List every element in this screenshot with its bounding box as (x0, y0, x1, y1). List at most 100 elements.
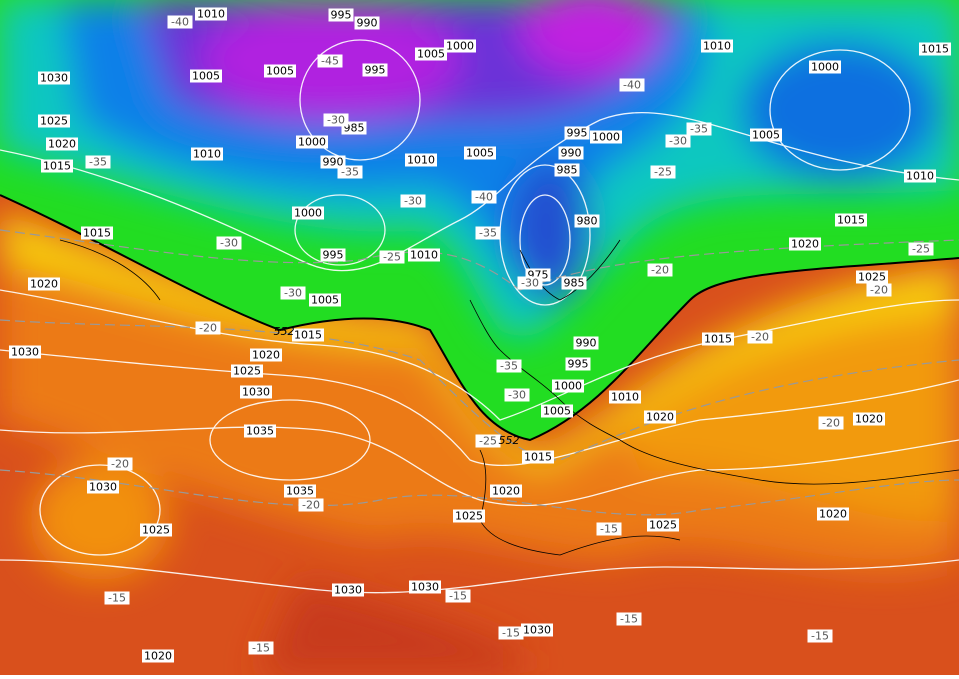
pressure-label-box (292, 328, 324, 342)
pressure-label: 1020 (855, 413, 883, 426)
temperature-label-box (445, 589, 471, 603)
thickness-label: 552 (499, 434, 520, 447)
pressure-label: 1015 (704, 333, 732, 346)
pressure-label-box (856, 270, 888, 284)
temperature-label-box (650, 165, 676, 179)
pressure-label-box (574, 214, 600, 228)
pressure-label-box (292, 206, 324, 220)
temperature-label-box (498, 626, 524, 640)
temperature-label: -15 (620, 613, 638, 626)
pressure-label-box (231, 364, 263, 378)
pressure-label: 1000 (554, 380, 582, 393)
pressure-label: 1020 (646, 411, 674, 424)
pressure-label: 1005 (543, 405, 571, 418)
temperature-label: -20 (651, 264, 669, 277)
pressure-label-box (408, 248, 440, 262)
temperature-label: -25 (654, 166, 672, 179)
pressure-label-box (904, 169, 936, 183)
pressure-label: 1030 (11, 346, 39, 359)
pressure-label-box (284, 484, 316, 498)
pressure-label: 1020 (144, 650, 172, 663)
temperature-label-box (337, 165, 363, 179)
pressure-label: 1030 (523, 624, 551, 637)
temperature-label: -15 (600, 523, 618, 536)
temperature-label: -15 (108, 592, 126, 605)
pressure-label-box (41, 159, 73, 173)
pressure-label: 1015 (524, 451, 552, 464)
temperature-label-box (400, 194, 426, 208)
thickness-label: 552 (274, 325, 295, 338)
pressure-label: 1015 (83, 227, 111, 240)
pressure-label: 1020 (252, 349, 280, 362)
temperature-label-box (807, 629, 833, 643)
temperature-label: -35 (500, 360, 518, 373)
temperature-label-box (167, 15, 193, 29)
pressure-label-box (81, 226, 113, 240)
temperature-label: -30 (508, 389, 526, 402)
pressure-label: 980 (577, 215, 598, 228)
temperature-label: -45 (321, 55, 339, 68)
pressure-label-box (789, 237, 821, 251)
temperature-label: -30 (521, 277, 539, 290)
temperature-label-box (104, 591, 130, 605)
pressure-label-box (573, 336, 599, 350)
pressure-label: 1000 (592, 131, 620, 144)
temperature-label: -35 (341, 166, 359, 179)
pressure-label-box (444, 39, 476, 53)
pressure-label: 1035 (246, 425, 274, 438)
temperature-label: -30 (327, 114, 345, 127)
pressure-label-box (609, 390, 641, 404)
pressure-label-box (809, 60, 841, 74)
temperature-label-box (908, 242, 934, 256)
label-layer: 1010 995 990 1000 1005 1010 1015 1030 1005 1005 99… (9, 7, 951, 663)
temperature-label: -20 (302, 499, 320, 512)
pressure-label-box (250, 348, 282, 362)
pressure-label: 1005 (311, 294, 339, 307)
pressure-label-box (354, 16, 380, 30)
temperature-label: -40 (475, 191, 493, 204)
pressure-label-box (919, 42, 951, 56)
pressure-label-box (552, 379, 584, 393)
temperature-label-box (818, 416, 844, 430)
pressure-label-box (702, 332, 734, 346)
temperature-label-box (517, 276, 543, 290)
pressure-label: 1025 (455, 510, 483, 523)
pressure-label: 1005 (417, 48, 445, 61)
pressure-label: 985 (557, 164, 578, 177)
pressure-label-box (453, 509, 485, 523)
pressure-label-box (565, 357, 591, 371)
pressure-label: 1020 (819, 508, 847, 521)
pressure-label-box (190, 69, 222, 83)
pressure-label-box (320, 248, 346, 262)
temperature-label-box (686, 122, 712, 136)
pressure-label-box (835, 213, 867, 227)
pressure-label: 990 (323, 156, 344, 169)
pressure-label-box (140, 523, 172, 537)
temperature-label: -35 (690, 123, 708, 136)
temperature-label: -20 (111, 458, 129, 471)
temperature-label-box (85, 155, 111, 169)
pressure-label: 1020 (492, 485, 520, 498)
pressure-label: 1005 (752, 129, 780, 142)
temperature-label-box (616, 612, 642, 626)
pressure-label-box (328, 8, 354, 22)
temperature-label: -25 (479, 435, 497, 448)
pressure-label: 990 (561, 147, 582, 160)
temperature-label: -20 (870, 284, 888, 297)
pressure-label: 1030 (89, 481, 117, 494)
pressure-label: 1010 (407, 154, 435, 167)
pressure-label: 1025 (142, 524, 170, 537)
pressure-label: 995 (365, 64, 386, 77)
temperature-label: -15 (449, 590, 467, 603)
pressure-label-box (28, 277, 60, 291)
pressure-label: 1000 (811, 61, 839, 74)
pressure-label-box (142, 649, 174, 663)
temperature-label: -15 (252, 642, 270, 655)
temperature-label: -35 (479, 227, 497, 240)
temperature-label: -15 (811, 630, 829, 643)
pressure-label: 1010 (611, 391, 639, 404)
pressure-label: 1010 (906, 170, 934, 183)
temperature-label-box (619, 78, 645, 92)
pressure-label: 995 (568, 358, 589, 371)
